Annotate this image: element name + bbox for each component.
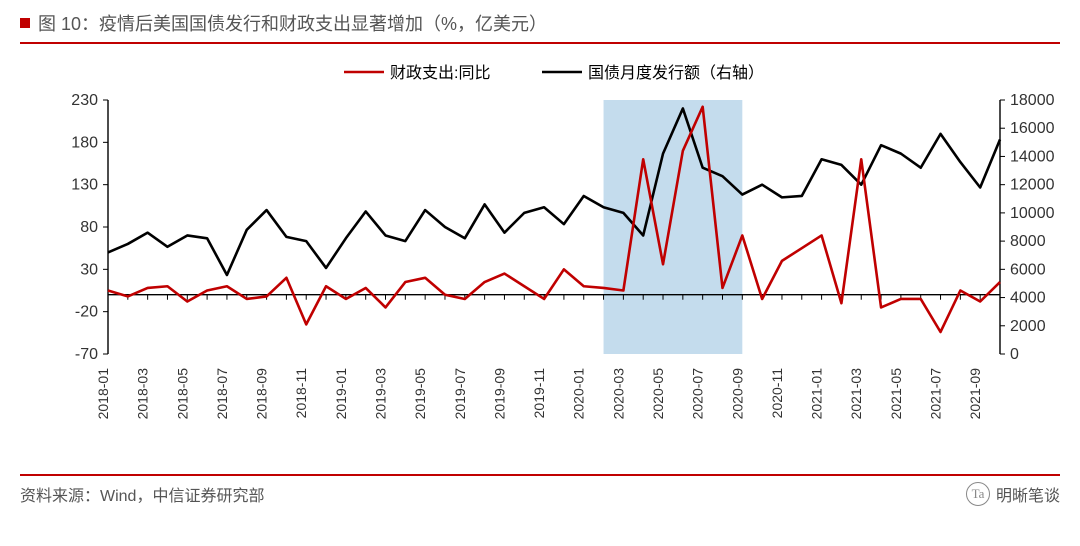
svg-text:130: 130 — [71, 177, 98, 194]
svg-text:2020-01: 2020-01 — [571, 368, 587, 420]
chart-area: -70 -20 30 80 130 180 230 0 2000 4000 6000 8000 1000… — [20, 44, 1060, 474]
watermark-icon: Ta — [966, 482, 990, 506]
svg-text:6000: 6000 — [1010, 261, 1046, 278]
svg-text:2021-09: 2021-09 — [967, 368, 983, 420]
svg-text:2020-11: 2020-11 — [769, 368, 785, 419]
svg-text:2018-01: 2018-01 — [95, 368, 111, 420]
svg-text:0: 0 — [1010, 346, 1019, 363]
svg-text:12000: 12000 — [1010, 177, 1055, 194]
svg-text:16000: 16000 — [1010, 120, 1055, 137]
svg-text:2020-09: 2020-09 — [729, 368, 745, 420]
svg-text:2000: 2000 — [1010, 318, 1046, 335]
watermark: Ta 明晰笔谈 — [966, 482, 1060, 506]
watermark-text: 明晰笔谈 — [996, 482, 1060, 506]
svg-text:2020-07: 2020-07 — [690, 368, 706, 420]
svg-text:2019-11: 2019-11 — [531, 368, 547, 419]
svg-text:180: 180 — [71, 134, 98, 151]
chart-footer: 资料来源：Wind，中信证券研究部 Ta 明晰笔谈 — [20, 474, 1060, 506]
svg-text:2021-07: 2021-07 — [928, 368, 944, 420]
svg-text:2018-03: 2018-03 — [135, 368, 151, 420]
svg-text:2021-03: 2021-03 — [848, 368, 864, 420]
svg-text:8000: 8000 — [1010, 233, 1046, 250]
svg-text:2019-01: 2019-01 — [333, 368, 349, 420]
svg-text:18000: 18000 — [1010, 92, 1055, 109]
svg-text:-70: -70 — [75, 346, 98, 363]
chart-title: 图 10：疫情后美国国债发行和财政支出显著增加（%，亿美元） — [38, 10, 547, 36]
svg-text:14000: 14000 — [1010, 148, 1055, 165]
svg-text:-20: -20 — [75, 304, 98, 321]
svg-text:2021-05: 2021-05 — [888, 368, 904, 420]
svg-text:2019-03: 2019-03 — [373, 368, 389, 420]
svg-text:2018-07: 2018-07 — [214, 368, 230, 420]
svg-text:80: 80 — [80, 219, 98, 236]
title-bullet — [20, 18, 30, 28]
svg-text:2018-11: 2018-11 — [293, 368, 309, 419]
svg-text:2019-05: 2019-05 — [412, 368, 428, 420]
source-label: 资料来源：Wind，中信证券研究部 — [20, 482, 264, 506]
chart-title-row: 图 10：疫情后美国国债发行和财政支出显著增加（%，亿美元） — [20, 10, 1060, 44]
svg-text:国债月度发行额（右轴）: 国债月度发行额（右轴） — [588, 64, 764, 82]
svg-text:2018-09: 2018-09 — [254, 368, 270, 420]
svg-text:财政支出:同比: 财政支出:同比 — [390, 64, 490, 82]
svg-text:2019-07: 2019-07 — [452, 368, 468, 420]
svg-text:230: 230 — [71, 92, 98, 109]
svg-text:4000: 4000 — [1010, 290, 1046, 307]
svg-text:2019-09: 2019-09 — [491, 368, 507, 420]
svg-text:10000: 10000 — [1010, 205, 1055, 222]
svg-text:2021-01: 2021-01 — [809, 368, 825, 420]
chart-svg: -70 -20 30 80 130 180 230 0 2000 4000 6000 8000 1000… — [20, 44, 1060, 474]
svg-text:30: 30 — [80, 261, 98, 278]
svg-text:2018-05: 2018-05 — [174, 368, 190, 420]
svg-text:2020-05: 2020-05 — [650, 368, 666, 420]
svg-text:2020-03: 2020-03 — [610, 368, 626, 420]
